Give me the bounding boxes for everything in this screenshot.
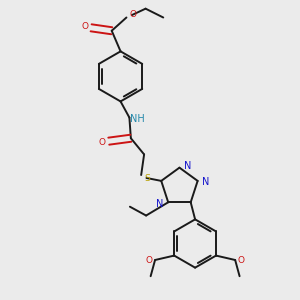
Text: O: O: [129, 10, 137, 19]
Text: N: N: [202, 177, 210, 188]
Text: S: S: [144, 174, 150, 183]
Text: O: O: [81, 22, 88, 31]
Text: O: O: [146, 256, 153, 265]
Text: N: N: [184, 161, 191, 171]
Text: O: O: [99, 138, 106, 147]
Text: N: N: [156, 199, 164, 209]
Text: NH: NH: [130, 114, 145, 124]
Text: O: O: [238, 256, 244, 265]
